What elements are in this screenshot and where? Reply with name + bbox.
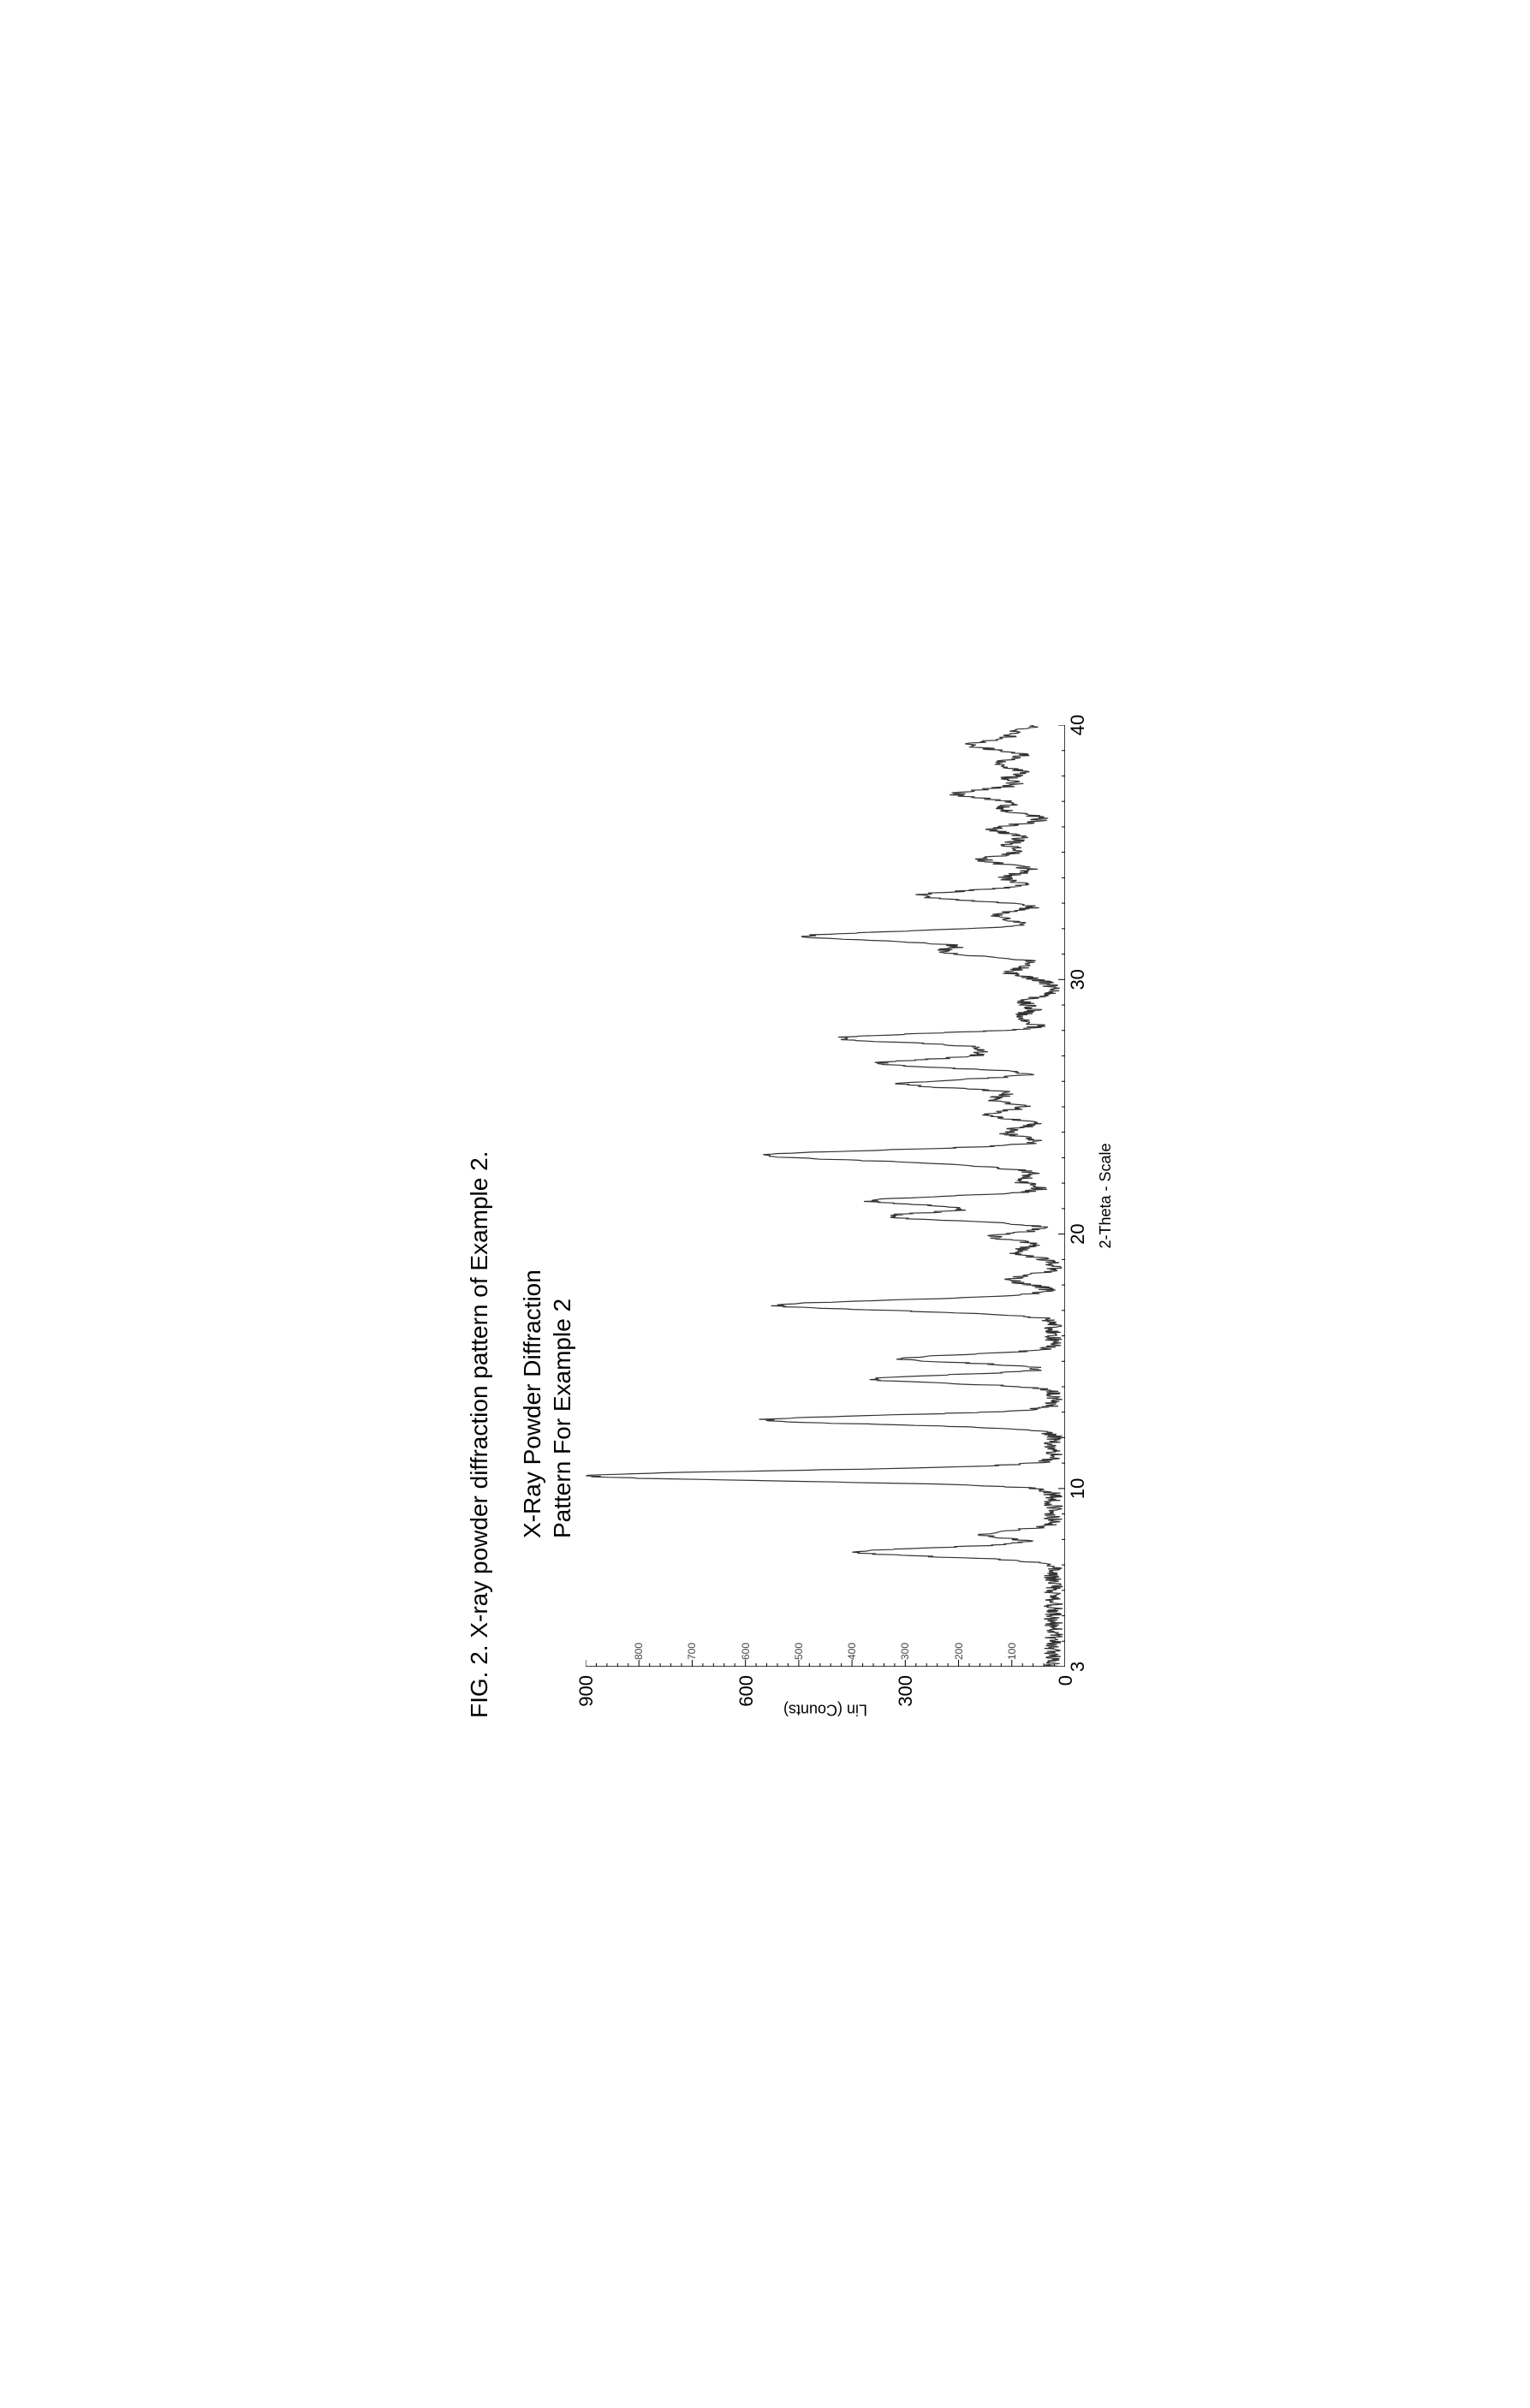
y-tick-label: 600 — [735, 1675, 757, 1718]
xrd-chart: Lin (Counts) 2-Theta - Scale 03006009001… — [586, 725, 1065, 1667]
y-tick-label: 900 — [575, 1675, 598, 1718]
x-tick-label: 3 — [1067, 1661, 1089, 1671]
y-tick-label: 0 — [1055, 1675, 1077, 1718]
xrd-trace — [586, 725, 1063, 1666]
x-tick-label: 20 — [1067, 1223, 1089, 1244]
x-axis-title: 2-Theta - Scale — [1097, 1143, 1115, 1248]
y-axis-title: Lin (Counts) — [783, 1700, 866, 1718]
figure-caption: FIG. 2. X-ray powder diffraction pattern… — [466, 691, 493, 1718]
x-tick-label: 10 — [1067, 1478, 1089, 1498]
chart-title: X-Ray Powder Diffraction Pattern For Exa… — [517, 691, 577, 1538]
x-tick-label: 40 — [1067, 714, 1089, 734]
chart-title-line-2: Pattern For Example 2 — [549, 1298, 575, 1537]
y-tick-label: 300 — [895, 1675, 917, 1718]
xrd-plot-svg — [586, 725, 1065, 1667]
chart-title-line-1: X-Ray Powder Diffraction — [519, 1269, 545, 1538]
figure: FIG. 2. X-ray powder diffraction pattern… — [466, 691, 1065, 1718]
x-tick-label: 30 — [1067, 969, 1089, 990]
rotated-page: FIG. 2. X-ray powder diffraction pattern… — [466, 691, 1065, 1718]
